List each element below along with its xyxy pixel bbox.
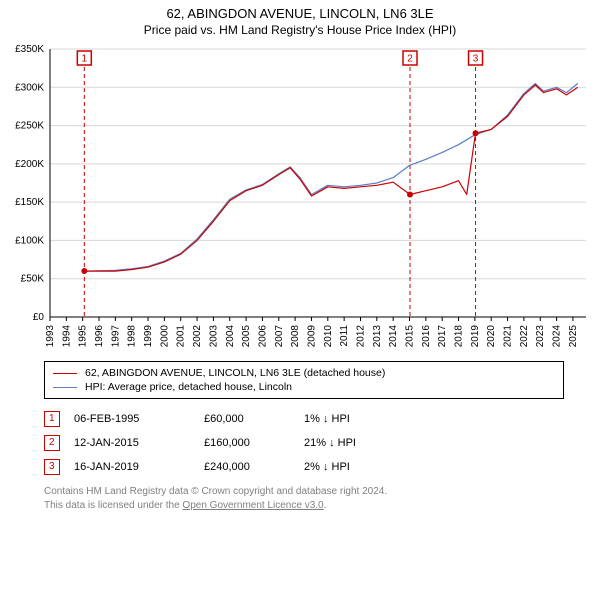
footnote-line1: Contains HM Land Registry data © Crown c…: [44, 486, 387, 497]
title-block: 62, ABINGDON AVENUE, LINCOLN, LN6 3LE Pr…: [0, 0, 600, 37]
event-delta: 1% ↓ HPI: [304, 413, 564, 425]
svg-text:2014: 2014: [388, 325, 399, 348]
svg-text:2015: 2015: [405, 325, 416, 348]
svg-text:2007: 2007: [274, 325, 285, 348]
legend-swatch: [53, 387, 77, 388]
svg-text:2001: 2001: [176, 325, 187, 348]
svg-text:2002: 2002: [192, 325, 203, 348]
svg-text:2006: 2006: [257, 325, 268, 348]
svg-text:2017: 2017: [437, 325, 448, 348]
event-date: 06-FEB-1995: [74, 413, 204, 425]
svg-text:2005: 2005: [241, 325, 252, 348]
svg-text:2021: 2021: [503, 325, 514, 348]
event-delta: 2% ↓ HPI: [304, 461, 564, 473]
legend-item: 62, ABINGDON AVENUE, LINCOLN, LN6 3LE (d…: [53, 366, 555, 380]
event-price: £240,000: [204, 461, 304, 473]
svg-text:£100K: £100K: [15, 235, 44, 246]
svg-text:1995: 1995: [78, 325, 89, 348]
title-main: 62, ABINGDON AVENUE, LINCOLN, LN6 3LE: [0, 6, 600, 21]
svg-text:2019: 2019: [470, 325, 481, 348]
footnote: Contains HM Land Registry data © Crown c…: [44, 485, 564, 512]
event-marker: 1: [44, 411, 60, 427]
svg-text:3: 3: [473, 54, 479, 65]
svg-text:1996: 1996: [94, 325, 105, 348]
svg-text:2013: 2013: [372, 325, 383, 348]
svg-text:2020: 2020: [486, 325, 497, 348]
event-delta: 21% ↓ HPI: [304, 437, 564, 449]
legend-swatch: [53, 373, 77, 374]
svg-text:1998: 1998: [127, 325, 138, 348]
svg-text:£350K: £350K: [15, 45, 44, 55]
svg-text:£0: £0: [33, 312, 45, 323]
svg-text:£150K: £150K: [15, 197, 44, 208]
legend-label: 62, ABINGDON AVENUE, LINCOLN, LN6 3LE (d…: [85, 367, 385, 379]
svg-text:1997: 1997: [110, 325, 121, 348]
title-sub: Price paid vs. HM Land Registry's House …: [0, 23, 600, 37]
svg-text:2: 2: [407, 54, 413, 65]
svg-text:1: 1: [82, 54, 88, 65]
svg-text:2022: 2022: [519, 325, 530, 348]
svg-text:2018: 2018: [454, 325, 465, 348]
svg-text:2010: 2010: [323, 325, 334, 348]
event-marker: 2: [44, 435, 60, 451]
chart-svg: £0 £50K £100K £150K £200K £250K £300K £350K 1 2 3 1…: [6, 45, 594, 350]
footnote-line2b: .: [324, 500, 327, 511]
svg-text:2003: 2003: [208, 325, 219, 348]
svg-text:£300K: £300K: [15, 82, 44, 93]
event-row: 1 06-FEB-1995 £60,000 1% ↓ HPI: [44, 407, 564, 431]
svg-text:2011: 2011: [339, 325, 350, 347]
svg-text:2008: 2008: [290, 325, 301, 348]
event-date: 12-JAN-2015: [74, 437, 204, 449]
event-price: £160,000: [204, 437, 304, 449]
legend: 62, ABINGDON AVENUE, LINCOLN, LN6 3LE (d…: [44, 361, 564, 399]
svg-text:£200K: £200K: [15, 159, 44, 170]
svg-text:1994: 1994: [61, 325, 72, 348]
footnote-link[interactable]: Open Government Licence v3.0: [182, 500, 323, 511]
footnote-line2a: This data is licensed under the: [44, 500, 182, 511]
svg-text:1999: 1999: [143, 325, 154, 348]
event-row: 3 16-JAN-2019 £240,000 2% ↓ HPI: [44, 455, 564, 479]
legend-label: HPI: Average price, detached house, Linc…: [85, 381, 292, 393]
event-row: 2 12-JAN-2015 £160,000 21% ↓ HPI: [44, 431, 564, 455]
svg-text:2023: 2023: [535, 325, 546, 348]
event-date: 16-JAN-2019: [74, 461, 204, 473]
svg-text:2025: 2025: [568, 325, 579, 348]
svg-text:2024: 2024: [552, 325, 563, 348]
svg-text:2012: 2012: [355, 325, 366, 348]
legend-item: HPI: Average price, detached house, Linc…: [53, 380, 555, 394]
events-table: 1 06-FEB-1995 £60,000 1% ↓ HPI 2 12-JAN-…: [44, 407, 564, 479]
svg-text:2016: 2016: [421, 325, 432, 348]
svg-text:£250K: £250K: [15, 121, 44, 132]
svg-text:£50K: £50K: [21, 274, 45, 285]
chart-container: 62, ABINGDON AVENUE, LINCOLN, LN6 3LE Pr…: [0, 0, 600, 512]
event-price: £60,000: [204, 413, 304, 425]
chart-area: £0 £50K £100K £150K £200K £250K £300K £350K 1 2 3 1…: [6, 45, 594, 355]
event-marker: 3: [44, 459, 60, 475]
svg-text:1993: 1993: [45, 325, 56, 348]
svg-text:2004: 2004: [225, 325, 236, 348]
svg-text:2000: 2000: [159, 325, 170, 348]
svg-text:2009: 2009: [306, 325, 317, 348]
